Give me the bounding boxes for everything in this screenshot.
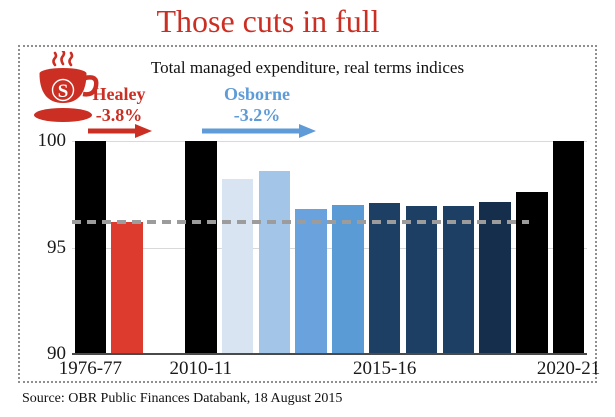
bar-slot-6 bbox=[295, 209, 327, 354]
source-note: Source: OBR Public Finances Databank, 18… bbox=[22, 391, 343, 406]
healey-delta: -3.8% bbox=[95, 105, 143, 125]
osborne-delta: -3.2% bbox=[233, 105, 281, 125]
osborne-arrow-icon bbox=[202, 124, 316, 138]
healey-arrow-icon bbox=[88, 124, 152, 138]
y-tick-100: 100 bbox=[37, 130, 67, 151]
bar-slot-12 bbox=[516, 192, 548, 354]
page-title: Those cuts in full bbox=[156, 3, 380, 39]
gridline-100 bbox=[72, 141, 587, 142]
x-tick-1976-77: 1976-77 bbox=[58, 358, 123, 379]
y-axis: 100 95 90 bbox=[20, 130, 67, 364]
bar-slot-8 bbox=[368, 202, 401, 354]
bar-slot-4 bbox=[221, 179, 254, 354]
y-tick-90: 90 bbox=[47, 343, 66, 364]
x-axis: 1976-77 2010-11 2015-16 2020-21 bbox=[59, 357, 601, 381]
chart-panel: S Total managed expenditure, real terms … bbox=[18, 45, 601, 383]
spectator-cup-icon: S bbox=[34, 51, 99, 122]
bar-slot-0 bbox=[74, 141, 107, 354]
logo-letter: S bbox=[58, 81, 69, 102]
bar-slot-3 bbox=[185, 141, 217, 354]
reference-dashed-line bbox=[72, 219, 529, 224]
healey-label: Healey bbox=[92, 84, 146, 104]
plot-area bbox=[72, 141, 587, 355]
bar-slot-13 bbox=[552, 141, 585, 354]
y-tick-95: 95 bbox=[47, 236, 66, 258]
chart-title: Total managed expenditure, real terms in… bbox=[150, 58, 465, 77]
gridline-95 bbox=[72, 248, 587, 249]
cup-handle bbox=[82, 75, 99, 97]
x-tick-2020-21: 2020-21 bbox=[536, 358, 601, 379]
steam-icon bbox=[52, 51, 74, 67]
osborne-annotation: Osborne -3.2% bbox=[211, 84, 303, 126]
bar-slot-5 bbox=[258, 170, 291, 354]
bar-slot-1 bbox=[111, 221, 143, 354]
healey-annotation: Healey -3.8% bbox=[75, 84, 163, 126]
bar-slot-10 bbox=[442, 205, 474, 354]
x-tick-2010-11: 2010-11 bbox=[169, 358, 233, 379]
bar-slot-7 bbox=[332, 204, 364, 354]
bar-slot-11 bbox=[479, 201, 511, 354]
x-axis-line bbox=[72, 353, 587, 355]
bar-slot-9 bbox=[405, 205, 438, 354]
x-tick-2015-16: 2015-16 bbox=[353, 358, 417, 379]
osborne-label: Osborne bbox=[223, 84, 290, 104]
